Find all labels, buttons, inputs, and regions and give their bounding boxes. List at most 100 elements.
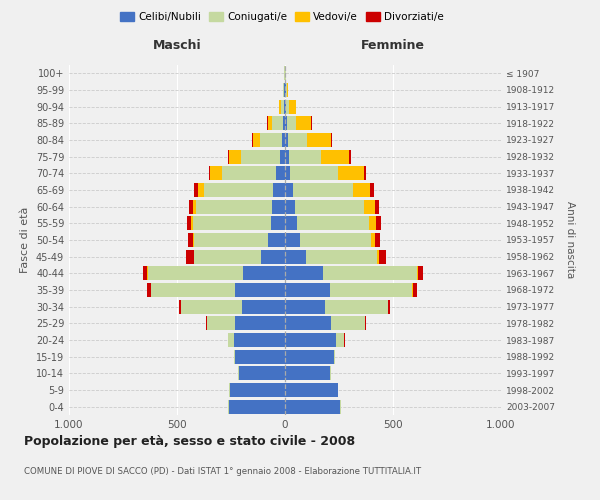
Bar xyxy=(365,316,366,330)
Bar xyxy=(181,300,242,314)
Text: Femmine: Femmine xyxy=(361,38,425,52)
Bar xyxy=(191,216,193,230)
Bar xyxy=(331,316,365,330)
Bar xyxy=(194,183,197,197)
Bar xyxy=(285,350,334,364)
Bar xyxy=(194,250,261,264)
Bar xyxy=(305,250,377,264)
Y-axis label: Fasce di età: Fasce di età xyxy=(20,207,30,273)
Bar xyxy=(148,266,243,280)
Bar xyxy=(286,100,289,114)
Bar xyxy=(271,216,285,230)
Legend: Celibi/Nubili, Coniugati/e, Vedovi/e, Divorziati/e: Celibi/Nubili, Coniugati/e, Vedovi/e, Di… xyxy=(116,8,448,26)
Bar xyxy=(374,233,380,247)
Bar xyxy=(289,100,296,114)
Bar xyxy=(377,250,379,264)
Bar xyxy=(370,183,374,197)
Bar xyxy=(207,316,235,330)
Bar xyxy=(285,216,297,230)
Bar xyxy=(223,166,277,180)
Bar xyxy=(285,400,340,414)
Bar xyxy=(243,266,285,280)
Bar xyxy=(239,366,285,380)
Bar xyxy=(297,216,369,230)
Bar xyxy=(289,150,321,164)
Bar xyxy=(371,233,374,247)
Bar xyxy=(336,333,344,347)
Bar xyxy=(374,200,379,214)
Bar xyxy=(287,116,296,130)
Bar xyxy=(234,350,235,364)
Bar xyxy=(379,250,386,264)
Bar xyxy=(285,333,336,347)
Bar xyxy=(293,183,353,197)
Bar xyxy=(290,166,338,180)
Bar xyxy=(204,183,273,197)
Bar xyxy=(253,133,260,147)
Bar xyxy=(285,300,325,314)
Bar xyxy=(235,283,285,297)
Bar xyxy=(196,200,272,214)
Bar xyxy=(268,233,285,247)
Bar xyxy=(272,116,283,130)
Bar xyxy=(143,266,148,280)
Bar xyxy=(241,150,280,164)
Bar xyxy=(300,233,371,247)
Bar xyxy=(187,216,191,230)
Bar xyxy=(206,316,207,330)
Bar xyxy=(190,200,193,214)
Bar xyxy=(229,400,285,414)
Bar xyxy=(193,200,196,214)
Bar xyxy=(307,133,331,147)
Bar xyxy=(234,333,285,347)
Text: Popolazione per età, sesso e stato civile - 2008: Popolazione per età, sesso e stato civil… xyxy=(24,435,355,448)
Bar xyxy=(151,283,235,297)
Bar xyxy=(211,166,223,180)
Bar xyxy=(334,350,335,364)
Bar xyxy=(193,233,194,247)
Bar xyxy=(296,116,311,130)
Bar xyxy=(188,233,193,247)
Bar xyxy=(285,283,331,297)
Bar xyxy=(285,250,305,264)
Bar xyxy=(194,233,268,247)
Bar xyxy=(235,316,285,330)
Bar xyxy=(242,300,285,314)
Bar xyxy=(321,150,349,164)
Bar xyxy=(331,283,412,297)
Bar xyxy=(228,333,234,347)
Bar xyxy=(364,200,374,214)
Bar xyxy=(272,200,285,214)
Bar xyxy=(260,133,282,147)
Bar xyxy=(285,183,293,197)
Bar xyxy=(209,166,211,180)
Bar xyxy=(287,133,307,147)
Bar xyxy=(197,183,204,197)
Bar xyxy=(285,366,331,380)
Bar xyxy=(273,183,285,197)
Bar xyxy=(147,283,151,297)
Bar xyxy=(286,83,287,97)
Bar xyxy=(413,283,417,297)
Bar xyxy=(283,116,285,130)
Bar xyxy=(349,150,351,164)
Bar xyxy=(353,183,370,197)
Bar xyxy=(284,83,285,97)
Y-axis label: Anni di nascita: Anni di nascita xyxy=(565,202,575,278)
Bar xyxy=(261,250,285,264)
Bar xyxy=(283,83,284,97)
Bar xyxy=(285,133,287,147)
Bar xyxy=(285,116,287,130)
Bar xyxy=(228,150,229,164)
Bar xyxy=(285,200,295,214)
Bar xyxy=(280,150,285,164)
Text: COMUNE DI PIOVE DI SACCO (PD) - Dati ISTAT 1° gennaio 2008 - Elaborazione TUTTIT: COMUNE DI PIOVE DI SACCO (PD) - Dati IST… xyxy=(24,468,421,476)
Bar xyxy=(235,350,285,364)
Bar xyxy=(285,266,323,280)
Bar xyxy=(412,283,413,297)
Bar xyxy=(388,300,390,314)
Bar xyxy=(284,100,285,114)
Bar xyxy=(364,166,367,180)
Bar xyxy=(230,383,285,397)
Bar xyxy=(285,150,289,164)
